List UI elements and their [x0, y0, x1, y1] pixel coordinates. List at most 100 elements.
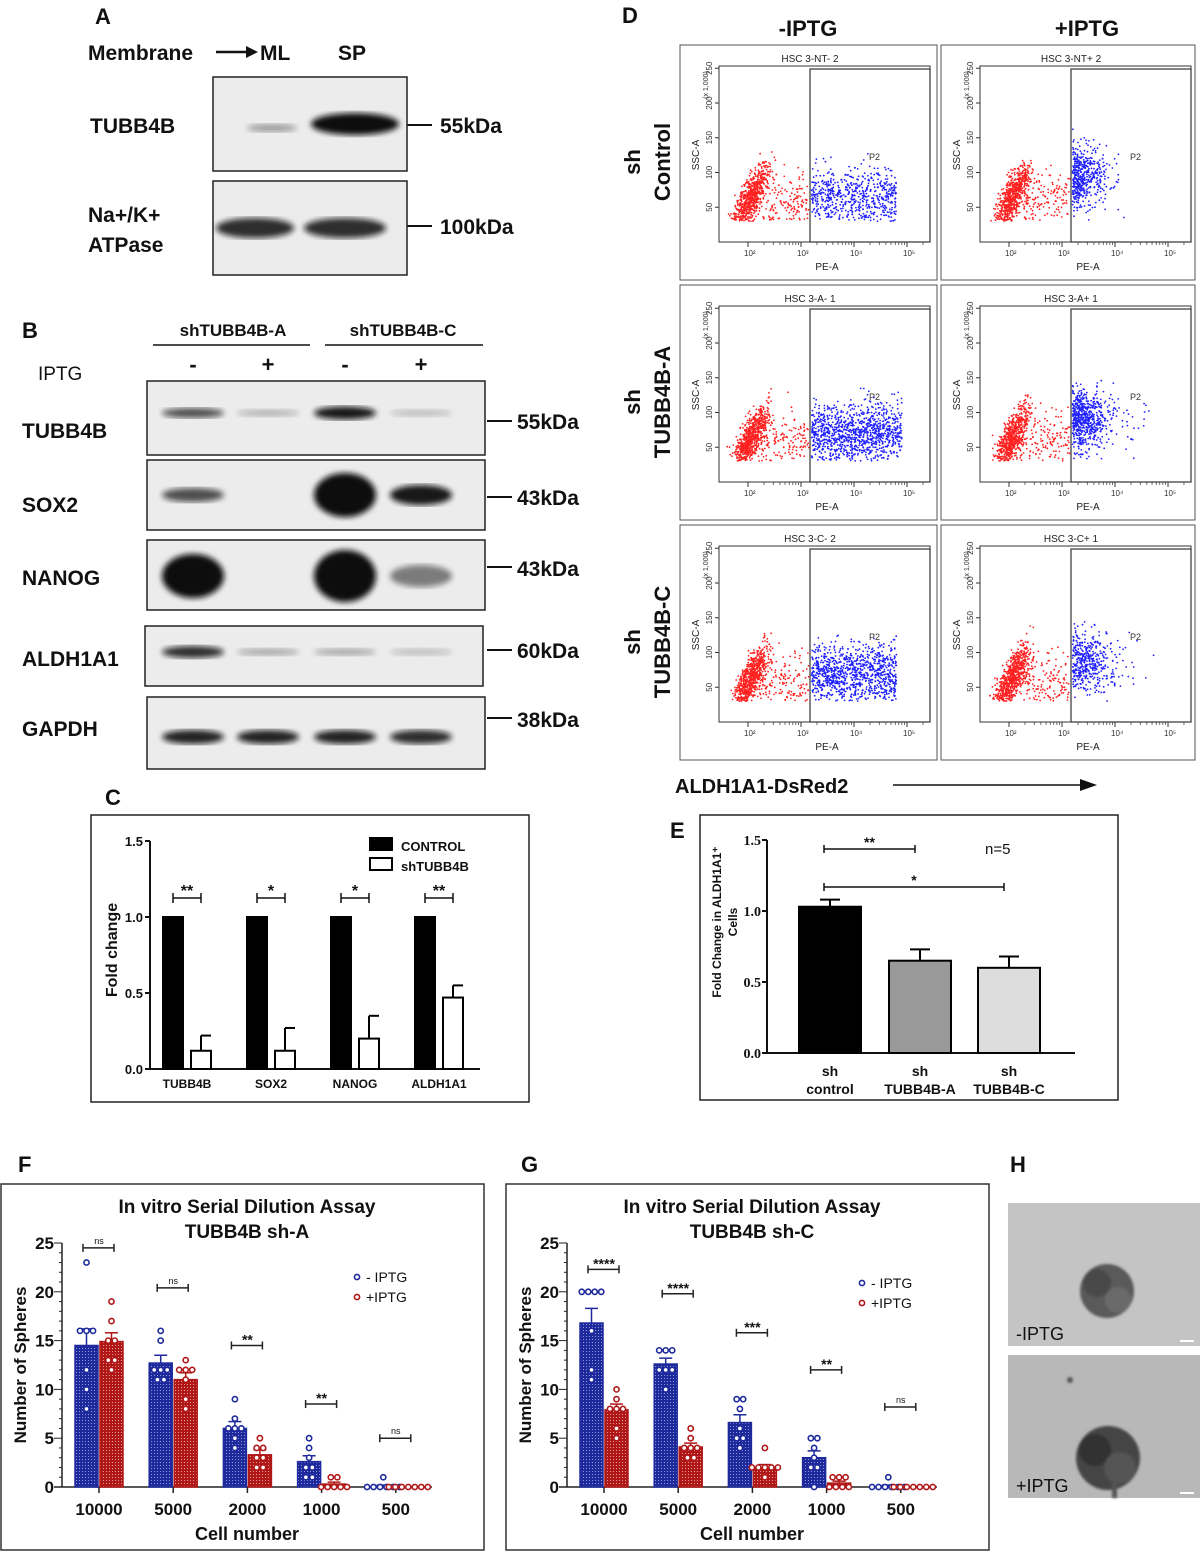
flow-event-dot	[878, 444, 881, 447]
flow-event-dot	[837, 429, 840, 432]
flow-event-dot	[890, 182, 893, 185]
flow-event-dot	[769, 163, 771, 166]
flow-event-dot	[1102, 161, 1105, 164]
flow-event-dot	[735, 207, 738, 210]
flow-event-dot	[889, 432, 892, 435]
flow-event-dot	[867, 438, 870, 441]
flow-event-dot	[812, 424, 814, 427]
flow-event-dot	[878, 174, 881, 177]
flow-event-dot	[1079, 178, 1081, 181]
flow-event-dot	[738, 219, 741, 222]
legend-swatch	[369, 857, 393, 871]
x-tick-label: 10²	[1005, 489, 1017, 498]
flow-event-dot	[1096, 179, 1099, 182]
flow-event-dot	[1060, 188, 1063, 191]
blot-nanog	[146, 539, 486, 611]
flow-event-dot	[1072, 128, 1074, 131]
flow-event-dot	[1089, 145, 1092, 148]
flow-event-dot	[1089, 204, 1092, 207]
flow-event-dot	[739, 202, 742, 204]
flow-event-dot	[851, 188, 854, 191]
y-axis-unit-wrap: (x 1,000)	[964, 71, 971, 99]
flow-event-dot	[815, 203, 818, 205]
flow-event-dot	[824, 207, 826, 210]
flow-event-dot	[1056, 184, 1058, 187]
flow-event-dot	[893, 428, 896, 431]
flow-event-dot	[762, 216, 765, 219]
flow-event-dot	[827, 190, 830, 193]
flow-event-dot	[807, 208, 810, 211]
blot-label: SOX2	[22, 494, 78, 517]
flow-event-dot	[892, 436, 895, 439]
flow-event-dot	[726, 445, 729, 448]
flow-event-dot	[779, 190, 782, 193]
flow-event-dot	[797, 206, 800, 209]
flow-event-dot	[752, 198, 754, 201]
flow-event-dot	[831, 415, 833, 418]
flow-event-dot	[777, 439, 779, 442]
flow-event-dot	[815, 158, 818, 161]
flow-event-dot	[1042, 190, 1045, 193]
flow-event-dot	[822, 413, 825, 416]
flow-event-dot	[767, 182, 769, 185]
flow-event-dot	[1030, 213, 1033, 216]
flow-event-dot	[822, 432, 825, 434]
significance-label: *	[352, 883, 359, 900]
flow-event-dot	[1098, 159, 1101, 162]
flow-event-dot	[840, 420, 843, 423]
flow-event-dot	[827, 213, 830, 216]
flow-event-dot	[1088, 174, 1090, 177]
flow-event-dot	[760, 413, 763, 416]
flow-event-dot	[841, 425, 844, 427]
flow-event-dot	[837, 184, 840, 187]
flow-event-dot	[875, 411, 877, 414]
flow-event-dot	[852, 403, 855, 406]
flow-event-dot	[1096, 183, 1098, 186]
flow-event-dot	[799, 455, 802, 457]
flow-event-dot	[883, 405, 885, 407]
flow-event-dot	[840, 419, 843, 421]
flow-event-dot	[736, 459, 739, 462]
flow-event-dot	[996, 218, 999, 221]
flow-event-dot	[840, 445, 843, 448]
flow-event-dot	[884, 168, 887, 171]
flow-event-dot	[746, 447, 748, 450]
flow-event-dot	[1033, 198, 1035, 201]
flow-event-dot	[1022, 203, 1025, 206]
flow-event-dot	[1012, 184, 1015, 187]
flow-event-dot	[890, 452, 893, 455]
lane-label-ml: ML	[260, 42, 290, 65]
flow-event-dot	[1004, 210, 1006, 213]
flow-event-dot	[887, 431, 889, 434]
flow-event-dot	[1020, 198, 1022, 200]
flow-event-dot	[886, 178, 889, 180]
protein-band	[314, 648, 376, 656]
flow-event-dot	[1021, 200, 1023, 203]
flow-event-dot	[888, 441, 891, 443]
flow-event-dot	[1078, 187, 1080, 190]
flow-event-dot	[1110, 187, 1113, 189]
y-tick-label: 50	[705, 442, 714, 451]
bar-control	[162, 916, 184, 1070]
flow-event-dot	[894, 443, 897, 445]
flow-event-dot	[796, 200, 799, 203]
flow-event-dot	[857, 201, 860, 203]
flow-event-dot	[792, 187, 794, 190]
flow-event-dot	[846, 186, 848, 189]
flow-event-dot	[896, 417, 899, 420]
flow-event-dot	[894, 176, 896, 179]
flow-event-dot	[1086, 188, 1088, 191]
flow-event-dot	[1113, 157, 1116, 160]
flow-event-dot	[749, 216, 751, 218]
flow-event-dot	[879, 193, 881, 196]
flow-event-dot	[869, 446, 871, 448]
flow-event-dot	[814, 181, 817, 184]
flow-event-dot	[851, 419, 854, 422]
row-label: TUBB4B-A	[650, 346, 675, 459]
flow-event-dot	[1082, 156, 1084, 158]
flow-event-dot	[749, 413, 752, 416]
flow-event-dot	[872, 179, 875, 182]
flow-event-dot	[749, 437, 752, 440]
flow-event-dot	[754, 428, 756, 430]
flow-event-dot	[747, 449, 749, 452]
